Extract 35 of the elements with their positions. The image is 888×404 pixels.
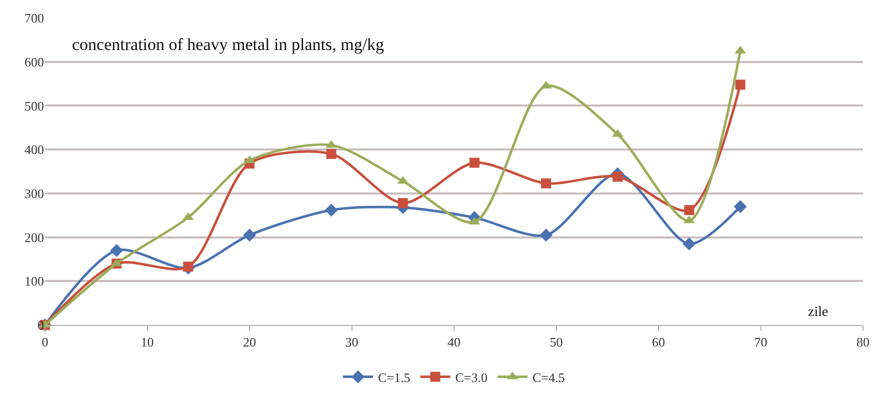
y-tick-label: 100 xyxy=(24,274,44,289)
y-tick-label: 600 xyxy=(24,54,44,70)
point xyxy=(398,198,408,208)
x-tick-label: 50 xyxy=(550,334,563,350)
text: concentration of heavy metal in plants, mg/kg xyxy=(72,35,385,54)
legend-label: C=1.5 xyxy=(378,370,410,385)
point xyxy=(243,228,256,242)
point xyxy=(684,205,694,216)
point xyxy=(110,244,124,257)
y-tick-label: 0 xyxy=(38,318,44,333)
legend-label: C=3.0 xyxy=(455,370,488,385)
x-tick-label: 10 xyxy=(140,334,154,350)
y-tick-label: 300 xyxy=(24,186,44,201)
x-tick-label: 30 xyxy=(345,334,358,350)
legend-label: C=4.5 xyxy=(532,370,565,385)
x-tick-label: 70 xyxy=(754,334,768,350)
x-tick-label: 80 xyxy=(856,334,870,350)
y-tick-label: 400 xyxy=(24,142,44,158)
y-tick-label: 500 xyxy=(24,98,44,114)
point xyxy=(682,237,696,250)
point xyxy=(324,204,338,217)
x-tick-label: 40 xyxy=(448,334,460,350)
point xyxy=(183,262,194,272)
point xyxy=(612,172,623,182)
x-axis-title: zile xyxy=(808,305,828,320)
point xyxy=(326,148,336,159)
y-tick-label: 200 xyxy=(24,230,44,245)
point xyxy=(469,158,480,168)
point xyxy=(735,80,746,90)
point xyxy=(734,200,747,214)
y-tick-label: 700 xyxy=(24,10,44,26)
x-tick-label: 20 xyxy=(243,334,256,350)
x-tick-label: 60 xyxy=(652,334,665,350)
point xyxy=(541,178,552,188)
point xyxy=(540,228,553,242)
